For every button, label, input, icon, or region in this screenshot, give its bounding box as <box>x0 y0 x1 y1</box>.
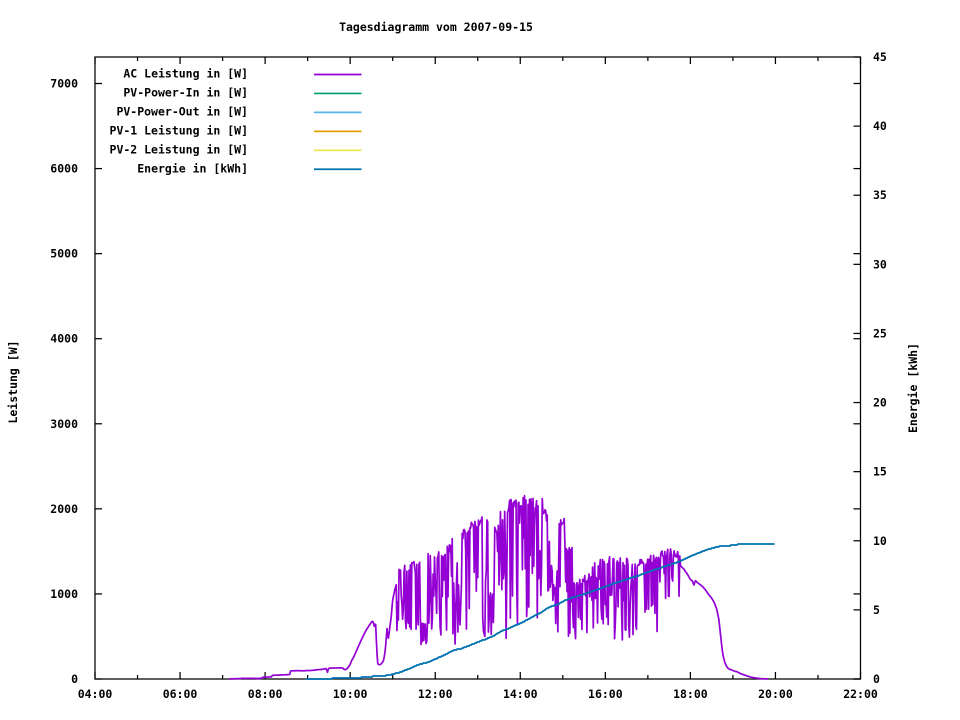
x-tick-label: 08:00 <box>248 687 283 701</box>
x-tick-label: 06:00 <box>163 687 198 701</box>
series-line-0 <box>228 494 769 680</box>
y2-tick-label: 10 <box>873 534 887 548</box>
legend-item: PV-1 Leistung in [W] <box>110 123 362 137</box>
y-tick-label: 6000 <box>50 162 78 176</box>
y2-tick-label: 40 <box>873 119 887 133</box>
legend-item: PV-2 Leistung in [W] <box>110 142 362 156</box>
y2-tick-label: 30 <box>873 257 887 271</box>
y-tick-label: 2000 <box>50 502 78 516</box>
legend-label: Energie in [kWh] <box>137 161 248 175</box>
x-tick-label: 22:00 <box>843 687 878 701</box>
legend-label: PV-Power-In in [W] <box>123 85 248 99</box>
x-tick-label: 20:00 <box>758 687 793 701</box>
x-tick-label: 18:00 <box>673 687 708 701</box>
legend-item: PV-Power-Out in [W] <box>116 104 362 118</box>
legend-label: PV-Power-Out in [W] <box>116 104 248 118</box>
legend-label: PV-1 Leistung in [W] <box>110 123 248 137</box>
y2-tick-label: 20 <box>873 396 887 410</box>
legend-label: PV-2 Leistung in [W] <box>110 142 248 156</box>
y-tick-label: 7000 <box>50 77 78 91</box>
y-tick-label: 4000 <box>50 332 78 346</box>
x-tick-label: 12:00 <box>418 687 453 701</box>
y2-tick-label: 0 <box>873 672 880 686</box>
y-tick-label: 5000 <box>50 247 78 261</box>
y-tick-label: 1000 <box>50 587 78 601</box>
legend-item: Energie in [kWh] <box>137 161 362 175</box>
y2-tick-label: 45 <box>873 50 887 64</box>
legend-layer: AC Leistung in [W] PV-Power-In in [W] PV-P… <box>110 67 362 175</box>
legend-label: AC Leistung in [W] <box>123 67 248 81</box>
x-tick-label: 14:00 <box>503 687 538 701</box>
x-tick-label: 04:00 <box>78 687 113 701</box>
y2-axis-title: Energie [kWh] <box>906 343 920 433</box>
y2-tick-label: 35 <box>873 188 887 202</box>
x-tick-label: 16:00 <box>588 687 623 701</box>
y-tick-label: 3000 <box>50 417 78 431</box>
chart-title: Tagesdiagramm vom 2007-09-15 <box>339 20 533 34</box>
legend-item: PV-Power-In in [W] <box>123 85 362 99</box>
series-layer <box>228 494 775 680</box>
legend-item: AC Leistung in [W] <box>123 67 362 81</box>
y-tick-label: 0 <box>71 672 78 686</box>
x-tick-label: 10:00 <box>333 687 368 701</box>
axes-layer: 04:00 06:00 08:00 10:00 12:00 14:00 16:00 18:00… <box>50 50 887 701</box>
y2-tick-label: 5 <box>873 603 880 617</box>
y-axis-title: Leistung [W] <box>6 340 20 423</box>
series-line-5 <box>305 543 775 680</box>
y2-tick-label: 25 <box>873 326 887 340</box>
y2-tick-label: 15 <box>873 465 887 479</box>
